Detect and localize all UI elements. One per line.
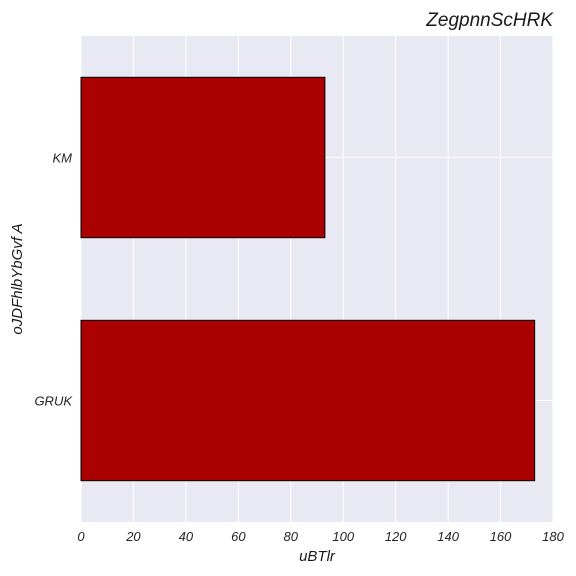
x-tick-label: 120 — [385, 529, 407, 544]
y-axis-ticks: KM GRUK — [34, 151, 73, 409]
bar-gruk — [80, 319, 536, 482]
y-tick-label: KM — [53, 151, 73, 166]
x-tick-label: 140 — [437, 529, 459, 544]
x-tick-label: 20 — [125, 529, 141, 544]
x-tick-label: 180 — [542, 529, 564, 544]
x-tick-label: 0 — [77, 529, 85, 544]
chart-title: ZegpnnScHRK — [425, 10, 554, 31]
x-tick-label: 40 — [179, 529, 194, 544]
x-tick-label: 100 — [332, 529, 354, 544]
y-axis-title: oJDFhlbYbGvf A — [9, 223, 26, 334]
x-tick-label: 160 — [490, 529, 512, 544]
y-tick-label: GRUK — [34, 394, 73, 409]
x-axis-title: uBTlr — [299, 548, 336, 565]
bars — [80, 76, 536, 482]
x-tick-label: 60 — [231, 529, 246, 544]
bar-km — [80, 76, 326, 239]
x-axis-ticks: 0 20 40 60 80 100 120 140 160 180 — [77, 529, 564, 544]
x-tick-label: 80 — [284, 529, 299, 544]
